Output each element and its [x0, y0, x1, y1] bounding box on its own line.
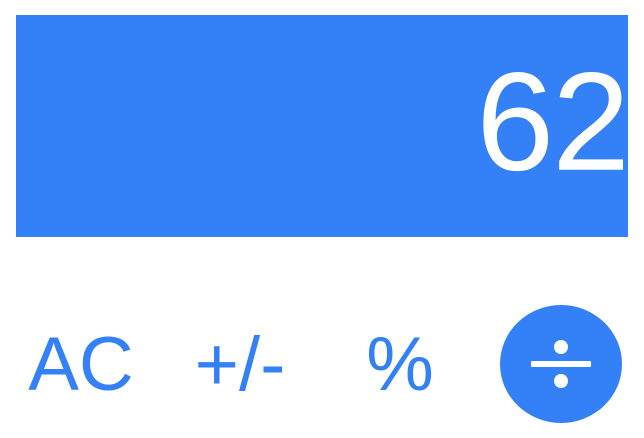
keypad-row: AC +/- %	[0, 303, 644, 425]
divide-button[interactable]	[500, 305, 622, 423]
toggle-sign-button[interactable]: +/-	[194, 321, 286, 407]
display-value: 62	[476, 42, 628, 200]
calculator-display: 62	[16, 15, 628, 237]
all-clear-button[interactable]: AC	[28, 321, 134, 407]
divide-icon	[531, 340, 591, 388]
percent-button[interactable]: %	[366, 321, 434, 407]
